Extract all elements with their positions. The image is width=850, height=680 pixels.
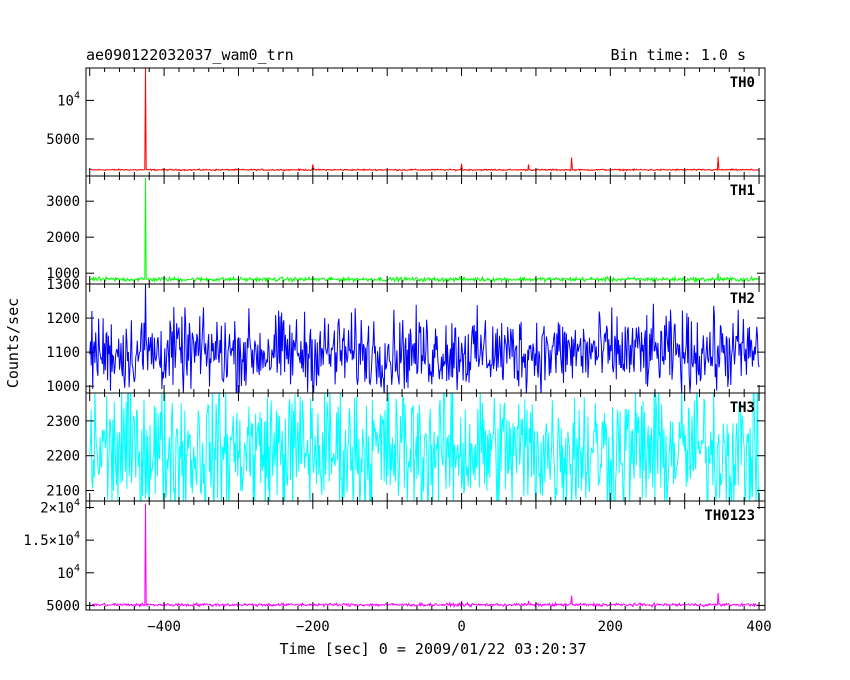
x-axis: −400 −200 0 200 400 <box>147 619 771 635</box>
x-tick-label: 200 <box>598 619 623 635</box>
x-tick-label: 0 <box>457 619 465 635</box>
series-th0123-line <box>89 503 760 609</box>
y-tick-label: 104 <box>57 563 80 582</box>
y-tick-label: 5000 <box>46 132 80 148</box>
series-label-th0: TH0 <box>730 75 755 91</box>
series-th3-line <box>89 393 760 501</box>
series-label-th2: TH2 <box>730 291 755 307</box>
y-tick-label: 1200 <box>46 311 80 327</box>
plot-panels: TH0 5000 104 TH1 1000 2000 3000 TH2 1000 1100 1200… <box>23 67 766 614</box>
y-axis-title: Counts/sec <box>4 298 22 388</box>
y-tick-label: 1.5×104 <box>23 530 80 549</box>
y-tick-label: 1300 <box>46 277 80 293</box>
y-tick-label: 2100 <box>46 484 80 500</box>
y-tick-label: 2300 <box>46 414 80 430</box>
x-tick-label: −400 <box>147 619 181 635</box>
panel-frame <box>85 175 766 285</box>
series-th0-line <box>89 68 760 172</box>
x-tick-label: 400 <box>746 619 771 635</box>
series-label-th1: TH1 <box>730 183 755 199</box>
y-tick-label: 104 <box>57 90 80 109</box>
panel-th0123: TH0123 5000 104 1.5×104 2×104 <box>23 498 766 614</box>
y-tick-label: 2×104 <box>40 498 80 517</box>
y-tick-label: 2200 <box>46 449 80 465</box>
y-tick-label: 1100 <box>46 345 80 361</box>
x-axis-title: Time [sec] 0 = 2009/01/22 03:20:37 <box>279 640 586 658</box>
panel-frame <box>85 67 766 177</box>
y-tick-label: 3000 <box>46 194 80 210</box>
y-tick-label: 1000 <box>46 379 80 395</box>
y-tick-label: 1000 <box>46 266 80 282</box>
series-label-th3: TH3 <box>730 400 755 416</box>
series-label-th0123: TH0123 <box>704 508 755 524</box>
series-th1-line <box>89 177 760 284</box>
panel-frame <box>85 500 766 611</box>
y-tick-label: 2000 <box>46 230 80 246</box>
panel-th3: TH3 2100 2200 2300 <box>46 392 766 502</box>
x-tick-label: −200 <box>296 619 330 635</box>
bin-time-label: Bin time: 1.0 s <box>611 46 746 64</box>
panel-th2: TH2 1000 1100 1200 1300 <box>46 277 766 395</box>
chart-title: ae090122032037_wam0_trn <box>86 46 294 64</box>
panel-th0: TH0 5000 104 <box>46 67 766 177</box>
panel-th1: TH1 1000 2000 3000 <box>46 175 766 285</box>
series-th2-line <box>89 284 760 393</box>
y-tick-label: 5000 <box>46 598 80 614</box>
